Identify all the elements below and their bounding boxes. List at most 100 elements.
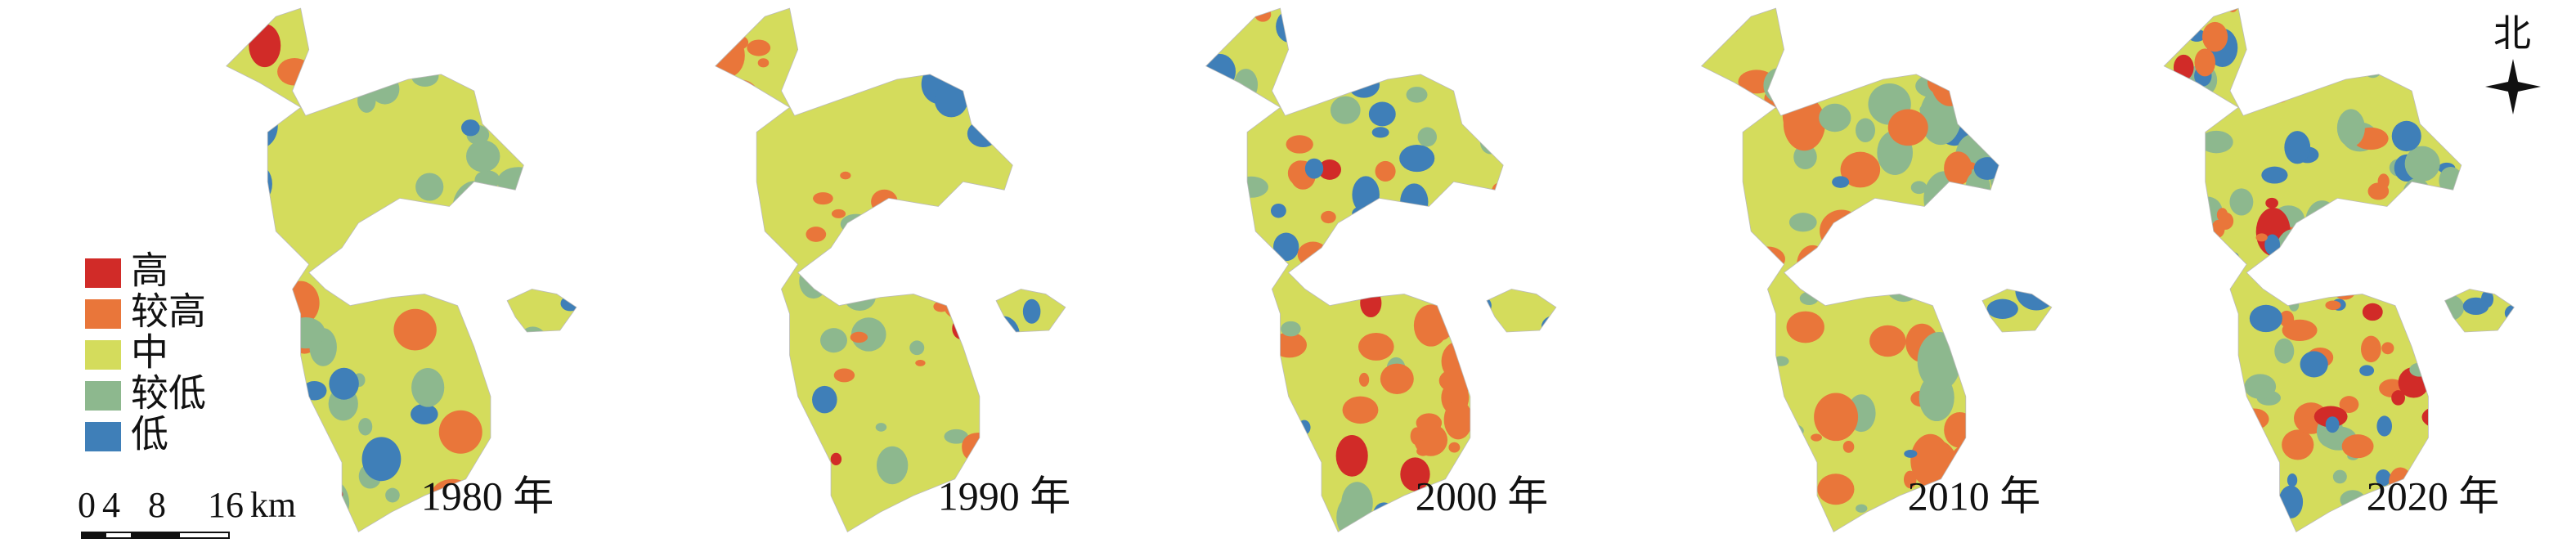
map-patch	[1985, 67, 2022, 96]
map-patch	[2255, 233, 2268, 242]
map-patch	[2454, 209, 2477, 231]
map-patch	[877, 199, 901, 217]
map-patch	[1489, 425, 1510, 443]
map-patch	[1988, 8, 2027, 45]
map-patch	[1919, 105, 1931, 114]
map-patch	[2304, 52, 2315, 64]
map-patch	[1438, 285, 1471, 312]
map-patch	[937, 61, 948, 74]
map-patch	[2510, 398, 2515, 413]
map-patch	[1524, 361, 1556, 398]
map-panel	[2163, 7, 2515, 533]
map-patch	[2450, 115, 2475, 132]
legend-label: 中	[131, 332, 168, 374]
map-patch	[2300, 351, 2328, 378]
map-patch	[1358, 332, 1394, 361]
map-patch	[1763, 67, 1796, 103]
map-patch	[1772, 356, 1789, 366]
legend-label: 高	[131, 250, 168, 292]
map-patch	[1246, 252, 1263, 264]
map-patch	[277, 58, 312, 86]
map-patch	[934, 82, 968, 118]
map-patch	[1233, 420, 1250, 437]
scale-tick-label: 0	[78, 485, 96, 525]
map-patch	[1862, 8, 1898, 25]
map-patch	[2482, 333, 2496, 345]
map-patch	[1944, 411, 1976, 448]
map-patch	[1483, 87, 1506, 109]
map-patch	[2317, 39, 2348, 61]
map-patch	[2367, 182, 2390, 200]
map-patch	[1783, 96, 1825, 151]
map-patch	[2164, 278, 2179, 300]
map-patch	[2164, 402, 2177, 416]
map-patch	[2325, 300, 2341, 311]
map-patch	[1241, 254, 1271, 278]
map-patch	[2421, 316, 2449, 340]
map-patch	[1417, 127, 1438, 147]
map-patch	[2259, 492, 2273, 513]
map-patch	[1389, 60, 1406, 75]
map-patch	[1859, 8, 1885, 32]
map-patch	[231, 386, 275, 444]
map-patch	[1371, 127, 1389, 138]
map-patch	[1786, 311, 1824, 343]
map-patch	[1551, 125, 1556, 145]
map-patch	[2454, 394, 2486, 418]
map-area	[226, 8, 577, 532]
map-patch	[2368, 218, 2391, 242]
map-patch	[2287, 473, 2298, 487]
map-patch	[2439, 352, 2473, 381]
map-patch	[1541, 314, 1556, 339]
map-patch	[2165, 12, 2194, 32]
map-patch	[1386, 272, 1398, 283]
map-patch	[2479, 138, 2502, 168]
map-patch	[2216, 208, 2228, 222]
map-patch	[1701, 434, 1708, 446]
map-patch	[2462, 297, 2489, 316]
map-patch	[1542, 227, 1556, 239]
map-patch	[2313, 8, 2336, 27]
map-patch	[2265, 197, 2278, 209]
map-patch	[1008, 70, 1036, 105]
map-area	[715, 8, 1066, 532]
map-patch	[1936, 25, 1980, 56]
map-patch	[1482, 205, 1514, 247]
map-patch	[2485, 166, 2508, 192]
map-patch	[2409, 252, 2423, 266]
map-patch	[1317, 159, 1341, 180]
map-patch	[2030, 248, 2052, 296]
map-patch	[1904, 227, 1944, 270]
map-patch	[530, 447, 568, 474]
map-patch	[1793, 36, 1813, 63]
map-patch	[2361, 8, 2396, 34]
map-patch	[1714, 267, 1730, 288]
map-patch	[2188, 247, 2211, 262]
map-patch	[2480, 51, 2490, 65]
map-patch	[723, 79, 760, 115]
map-patch	[1492, 182, 1508, 200]
map-patch	[1819, 103, 1851, 132]
map-patch	[2188, 465, 2224, 489]
map-patch	[2444, 402, 2462, 424]
map-patch	[393, 308, 437, 351]
map-patch	[797, 62, 829, 97]
map-patch	[2362, 303, 2383, 321]
map-patch	[312, 479, 350, 527]
map-patch	[2276, 47, 2303, 76]
map-patch	[2497, 255, 2515, 269]
map-patch	[1869, 325, 1906, 357]
map-patch	[1256, 313, 1268, 325]
map-patch	[2498, 193, 2515, 209]
map-patch	[232, 133, 262, 160]
map-patch	[2265, 517, 2291, 532]
map-patch	[936, 221, 951, 239]
map-patch	[1448, 442, 1461, 453]
compass-star	[2485, 59, 2541, 114]
map-patch	[841, 11, 855, 20]
map-patch	[2448, 255, 2464, 272]
map-patch	[2332, 469, 2347, 484]
map-patch	[1701, 177, 1715, 195]
map-patch	[2173, 54, 2194, 81]
map-patch	[2261, 166, 2288, 184]
